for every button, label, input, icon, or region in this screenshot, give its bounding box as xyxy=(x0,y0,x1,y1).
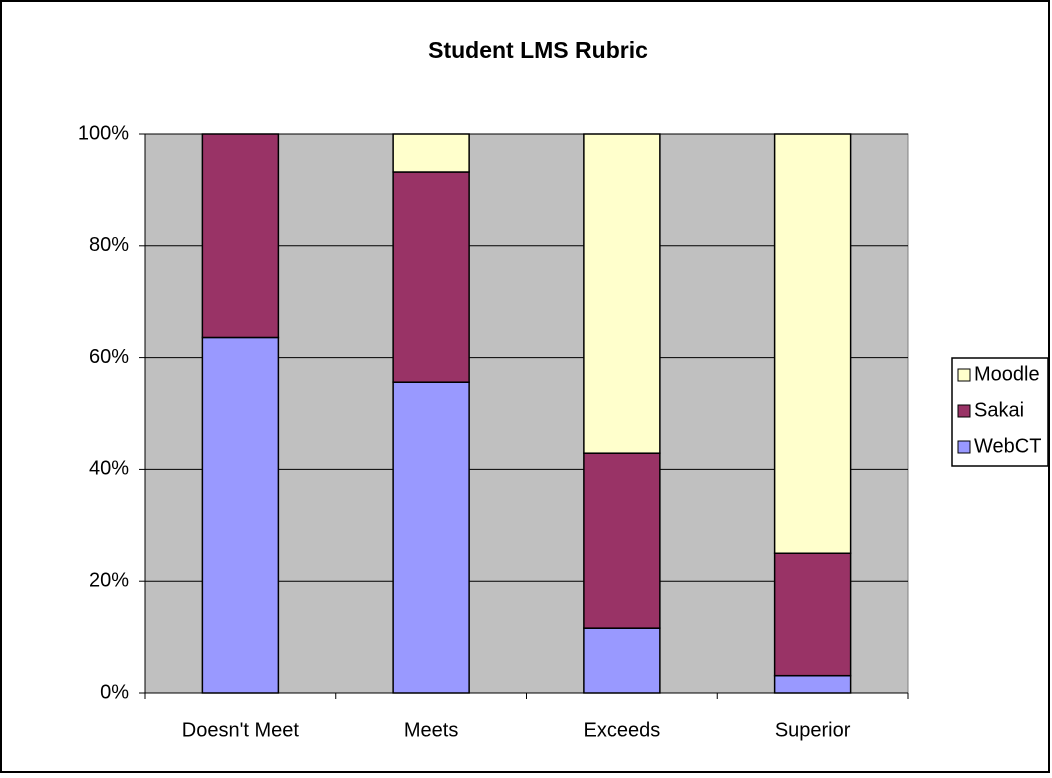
legend-label: Moodle xyxy=(974,363,1040,385)
bar-segment xyxy=(201,133,280,339)
bar-segment xyxy=(583,627,661,694)
y-tick-label: 20% xyxy=(89,569,129,591)
bar-segment xyxy=(583,452,661,629)
x-tick-label: Superior xyxy=(775,719,851,741)
y-tick-label: 40% xyxy=(89,458,129,480)
x-tick-label: Exceeds xyxy=(584,719,661,741)
legend-label: Sakai xyxy=(974,399,1024,421)
y-tick-label: 0% xyxy=(100,681,129,703)
bar-segment xyxy=(392,381,470,694)
bar-segment xyxy=(773,552,852,677)
legend-swatch xyxy=(957,368,971,382)
legend-swatch xyxy=(957,440,971,454)
legend-label: WebCT xyxy=(974,435,1041,457)
bar-segment xyxy=(583,133,661,454)
chart-title: Student LMS Rubric xyxy=(428,37,648,63)
bar-segment xyxy=(773,674,852,694)
y-tick-label: 100% xyxy=(78,122,129,144)
y-tick-label: 80% xyxy=(89,234,129,256)
bar-segment xyxy=(392,171,470,383)
bar-segment xyxy=(773,133,852,554)
bar-segment xyxy=(201,336,280,694)
x-tick-label: Doesn't Meet xyxy=(182,719,300,741)
x-tick-label: Meets xyxy=(404,719,458,741)
legend-swatch xyxy=(957,404,971,418)
y-tick-label: 60% xyxy=(89,346,129,368)
bar-segment xyxy=(392,133,470,173)
